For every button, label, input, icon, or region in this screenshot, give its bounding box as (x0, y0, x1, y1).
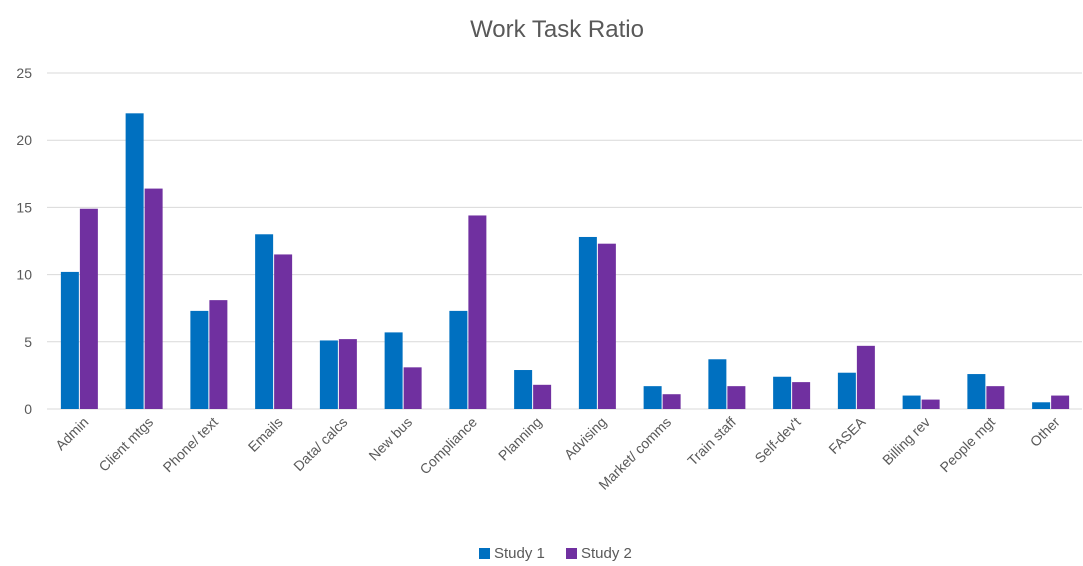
x-axis-ticks: Admin Client mtgs Phone/ text Emails Data/ c… (52, 413, 1063, 492)
chart-title: Work Task Ratio (470, 16, 644, 43)
bar-study-2 (274, 254, 293, 409)
bar-study-2 (468, 215, 487, 409)
x-tick-label: Admin (52, 414, 91, 453)
y-tick-label: 10 (16, 267, 32, 283)
bar-study-2 (533, 384, 552, 409)
y-tick-label: 25 (16, 65, 32, 81)
x-tick-label: Emails (245, 414, 286, 455)
bar-study-1 (643, 386, 662, 409)
bar-study-1 (255, 234, 274, 409)
x-tick-label: People mgt (937, 414, 998, 475)
x-tick-label: FASEA (825, 413, 869, 457)
bar-study-1 (125, 113, 144, 409)
bar-study-1 (578, 236, 597, 409)
bars (60, 113, 1070, 409)
bar-study-2 (921, 399, 940, 409)
x-tick-label: Client mtgs (95, 414, 156, 475)
bar-study-2 (792, 382, 811, 409)
bar-study-1 (967, 374, 986, 409)
bar-study-2 (1051, 395, 1070, 409)
y-axis-ticks: 0 5 10 15 20 25 (16, 65, 32, 417)
x-tick-label: Compliance (416, 414, 480, 478)
y-tick-label: 5 (24, 334, 32, 350)
legend-swatch (479, 548, 490, 559)
bar-study-2 (79, 208, 98, 409)
x-tick-label: Planning (495, 414, 545, 464)
bar-study-2 (209, 300, 228, 409)
bar-study-1 (319, 340, 338, 409)
x-tick-label: Data/ calcs (290, 414, 350, 474)
bar-study-2 (144, 188, 163, 409)
y-tick-label: 15 (16, 199, 32, 215)
bar-study-1 (384, 332, 403, 409)
bar-study-1 (190, 310, 209, 409)
x-tick-label: Phone/ text (160, 414, 221, 475)
bar-study-1 (708, 359, 727, 409)
bar-study-1 (1032, 402, 1051, 409)
bar-study-1 (449, 310, 468, 409)
x-tick-label: Other (1027, 414, 1063, 450)
legend-label: Study 2 (581, 545, 632, 562)
bar-study-2 (856, 345, 875, 409)
bar-study-2 (727, 386, 746, 409)
legend-label: Study 1 (494, 545, 545, 562)
bar-study-1 (902, 395, 921, 409)
bar-study-1 (514, 370, 533, 409)
bar-study-2 (597, 243, 616, 409)
y-tick-label: 20 (16, 132, 32, 148)
x-tick-label: Advising (561, 414, 610, 463)
y-tick-label: 0 (24, 401, 32, 417)
bar-study-1 (837, 372, 856, 409)
bar-study-1 (773, 376, 792, 409)
x-tick-label: New bus (365, 414, 415, 464)
bar-study-2 (662, 394, 681, 409)
legend-swatch (566, 548, 577, 559)
bar-study-2 (986, 386, 1005, 409)
x-tick-label: Billing rev (879, 414, 933, 468)
bar-study-2 (403, 367, 422, 409)
bar-study-2 (338, 339, 357, 409)
bar-study-1 (60, 271, 79, 409)
legend: Study 1 Study 2 (479, 545, 632, 562)
x-tick-label: Self-dev't (751, 414, 803, 466)
x-tick-label: Train staff (684, 414, 739, 469)
